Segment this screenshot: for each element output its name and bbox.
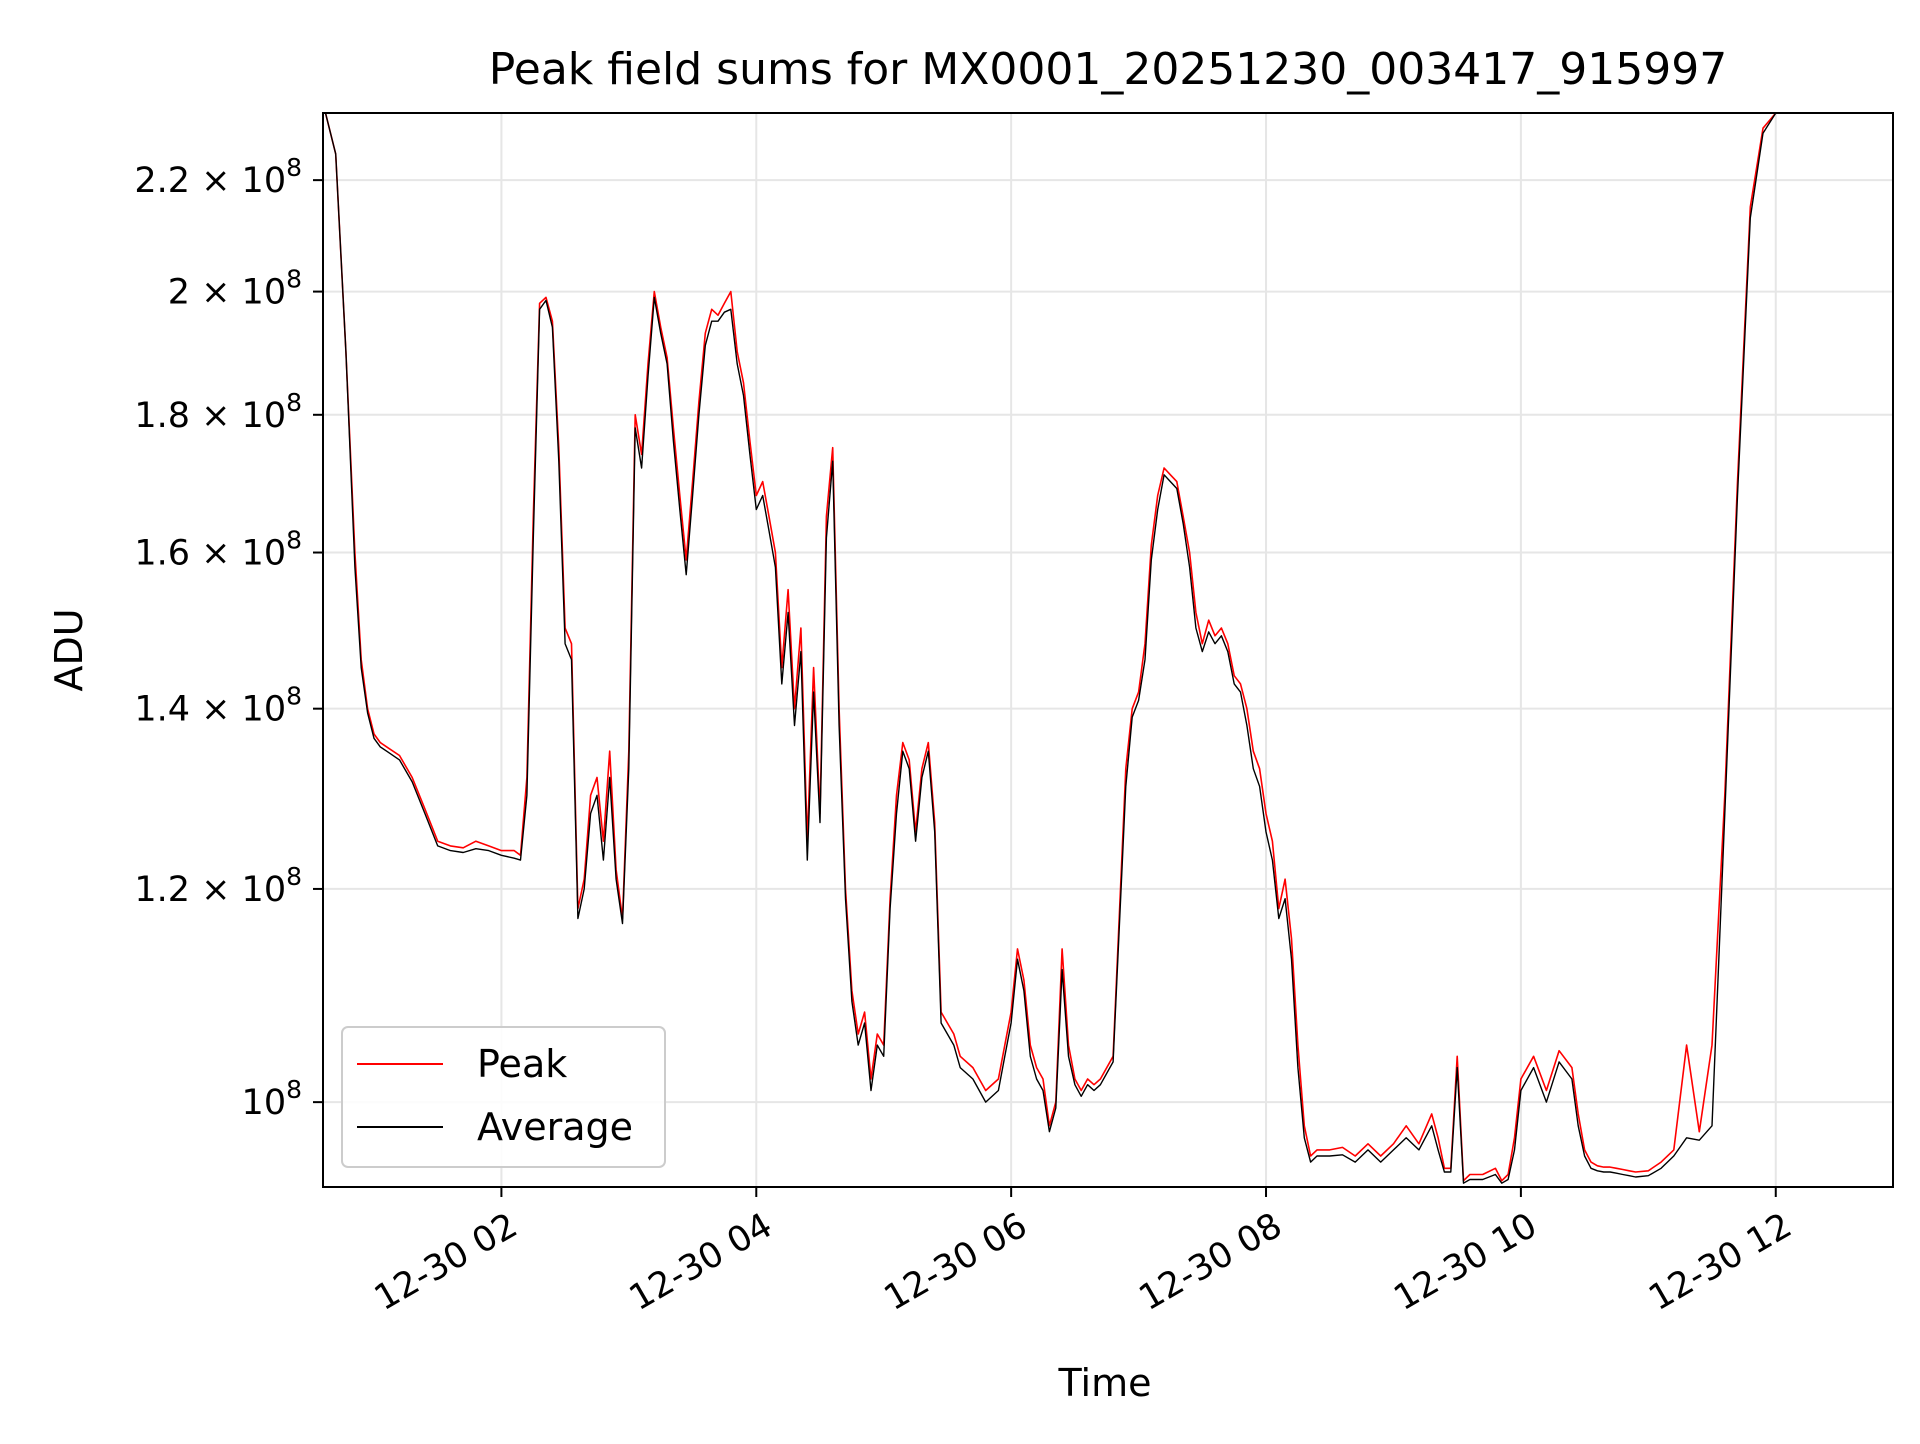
- y-tick-label-base: 2.2 × 10: [134, 161, 286, 201]
- y-tick-label-exponent: 8: [286, 862, 302, 891]
- series-line-peak: [324, 113, 1777, 1182]
- y-tick-label: 1.6 × 108: [134, 526, 302, 574]
- y-tick-label-base: 1.4 × 10: [134, 690, 286, 730]
- y-tick-label: 2.2 × 108: [134, 153, 302, 201]
- legend-label-peak: Peak: [477, 1042, 567, 1086]
- y-tick-label: 1.4 × 108: [134, 682, 302, 730]
- y-axis-label: ADU: [47, 608, 91, 691]
- y-tick-label-base: 1.8 × 10: [134, 396, 286, 436]
- y-tick-label-exponent: 8: [286, 153, 302, 182]
- y-tick-label-exponent: 8: [286, 682, 302, 711]
- y-tick-label: 1.8 × 108: [134, 388, 302, 436]
- y-tick-label: 1.2 × 108: [134, 862, 302, 910]
- legend-box: [341, 1026, 666, 1168]
- series-line-average: [324, 113, 1777, 1184]
- y-tick-label-base: 1.6 × 10: [134, 534, 286, 574]
- series-group: [324, 113, 1777, 1184]
- y-tick-label-exponent: 8: [286, 388, 302, 417]
- y-tick-label-exponent: 8: [286, 526, 302, 555]
- y-tick-label-exponent: 8: [286, 265, 302, 294]
- y-tick-label-base: 2 × 10: [168, 273, 286, 313]
- y-tick-label-exponent: 8: [286, 1075, 302, 1104]
- x-axis-label: Time: [1058, 1361, 1152, 1405]
- grid-lines: [323, 113, 1893, 1187]
- legend: Peak Average: [341, 1026, 666, 1168]
- chart-title: Peak field sums for MX0001_20251230_0034…: [489, 44, 1727, 95]
- legend-label-average: Average: [477, 1105, 633, 1149]
- plot-frame: [322, 112, 1894, 1188]
- y-tick-label: 108: [242, 1075, 302, 1123]
- y-tick-label-base: 10: [242, 1083, 287, 1123]
- y-tick-label: 2 × 108: [168, 265, 302, 313]
- y-tick-label-base: 1.2 × 10: [134, 870, 286, 910]
